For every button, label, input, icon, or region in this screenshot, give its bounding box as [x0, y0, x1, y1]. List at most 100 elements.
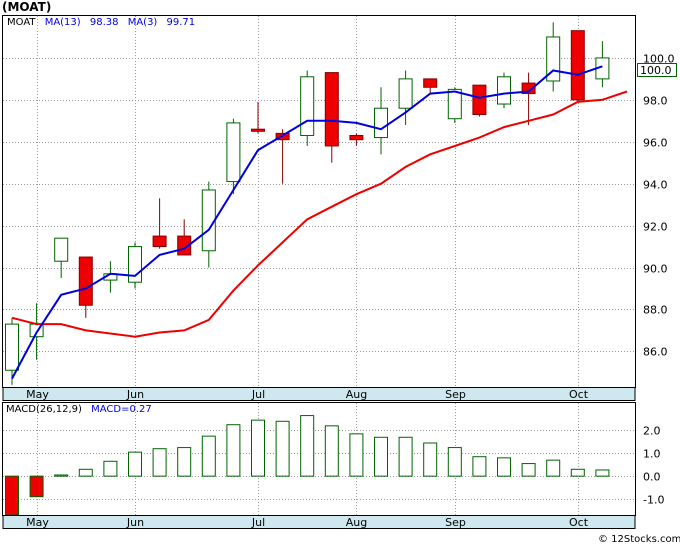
candle — [398, 70, 413, 125]
macd-y-tick-label: 0.0 — [643, 471, 661, 484]
macd-bar — [78, 468, 93, 477]
macd-month-label: Sep — [445, 516, 466, 529]
candle-body — [251, 128, 265, 132]
macd-y-axis: -1.0 0.0 1.0 2.0 — [643, 425, 664, 507]
legend-ma3-label: MA(3) — [128, 17, 158, 28]
candle-body — [5, 323, 19, 371]
candle-body — [472, 84, 487, 116]
legend-ma13-value: 98.38 — [90, 17, 119, 28]
candle — [595, 41, 610, 88]
price-y-tick-label: 94.0 — [643, 179, 668, 192]
candle-body — [546, 36, 561, 82]
price-x-axis-band — [2, 387, 636, 401]
macd-bar — [447, 447, 462, 477]
candle-body — [570, 30, 585, 101]
macd-month-label: Jun — [126, 516, 144, 529]
macd-x-axis-band — [2, 515, 636, 529]
legend-ma3-value: 99.71 — [167, 17, 196, 28]
candle — [349, 133, 364, 146]
macd-bar — [275, 420, 290, 477]
candle-body — [201, 189, 216, 252]
price-month-label: May — [26, 388, 49, 401]
ma13-line — [11, 65, 603, 380]
price-month-label: Aug — [346, 388, 367, 401]
macd-x-axis: May Jun Jul Aug Sep Oct — [26, 516, 589, 529]
macd-month-label: Oct — [569, 516, 589, 529]
candle — [521, 72, 536, 125]
macd-bar — [103, 460, 118, 477]
price-y-tick-label: 96.0 — [643, 137, 668, 150]
candle — [324, 72, 339, 163]
macd-legend-value: MACD=0.27 — [91, 404, 152, 415]
candle — [226, 118, 241, 195]
candle — [128, 242, 142, 289]
candle-body — [447, 88, 462, 120]
price-y-axis: 86.0 88.0 90.0 92.0 94.0 96.0 98.0 100.0 — [643, 53, 675, 359]
last-price-box — [637, 63, 677, 77]
macd-panel — [2, 402, 636, 516]
macd-y-tick-label: -1.0 — [643, 494, 664, 507]
chart-title: (MOAT) — [2, 0, 51, 14]
macd-month-label: May — [26, 516, 49, 529]
macd-bars — [5, 415, 610, 516]
macd-bar — [5, 475, 19, 516]
candle — [374, 87, 388, 155]
price-month-label: Oct — [569, 388, 589, 401]
macd-bar — [152, 448, 167, 477]
macd-bar — [423, 442, 438, 477]
price-y-tick-label: 100.0 — [643, 53, 675, 66]
watermark: © 12Stocks.com — [598, 534, 680, 545]
candle-body — [521, 82, 536, 95]
candle-body — [398, 78, 413, 109]
price-marks — [5, 22, 628, 385]
macd-bar — [226, 424, 241, 477]
macd-bar — [324, 425, 339, 477]
candle — [570, 30, 585, 102]
macd-bar — [595, 469, 610, 477]
candle-body — [423, 78, 438, 88]
price-panel — [2, 15, 636, 388]
macd-y-tick-label: 1.0 — [643, 448, 661, 461]
macd-bar — [201, 435, 216, 477]
candle — [447, 87, 462, 123]
svg-text:MOAT MA(13) 98.38: MOAT MA(13) 98.38 MA(3) 99.71 — [7, 17, 195, 28]
candle-body — [226, 122, 241, 183]
price-x-axis: May Jun Jul Aug Sep Oct — [26, 388, 589, 401]
price-month-label: Jun — [126, 388, 144, 401]
candle-body — [374, 107, 388, 139]
legend-symbol: MOAT — [7, 17, 36, 28]
macd-bar — [398, 436, 413, 477]
macd-bar — [521, 463, 536, 477]
macd-bar — [374, 436, 388, 477]
macd-bar — [546, 459, 561, 477]
candle-body — [54, 237, 69, 262]
macd-bar — [251, 419, 265, 477]
candle — [300, 70, 315, 146]
candle — [5, 317, 19, 385]
candle — [546, 22, 561, 92]
macd-bar — [29, 475, 44, 498]
macd-month-label: Aug — [346, 516, 367, 529]
candle — [251, 101, 265, 134]
macd-bar — [497, 457, 511, 477]
macd-bar — [128, 451, 142, 477]
macd-bar — [54, 474, 69, 477]
candle — [497, 72, 511, 109]
macd-month-label: Jul — [251, 516, 265, 529]
candle-body — [349, 134, 364, 141]
price-y-tick-label: 90.0 — [643, 263, 668, 276]
candle — [152, 198, 167, 249]
candle — [201, 181, 216, 268]
ma3-line — [11, 90, 628, 338]
macd-bar — [472, 456, 487, 477]
macd-y-tick-label: 2.0 — [643, 425, 661, 438]
macd-legend-label: MACD(26,12,9) — [6, 404, 82, 415]
svg-text:MACD(26,12,9) MACD=0.27: MACD(26,12,9) MACD=0.27 — [6, 404, 152, 415]
last-price-label: 100.0 — [640, 64, 672, 77]
macd-bar — [300, 415, 315, 477]
price-y-tick-label: 92.0 — [643, 221, 668, 234]
candle-body — [78, 256, 93, 306]
macd-bar — [570, 468, 585, 477]
candle-body — [497, 76, 511, 105]
